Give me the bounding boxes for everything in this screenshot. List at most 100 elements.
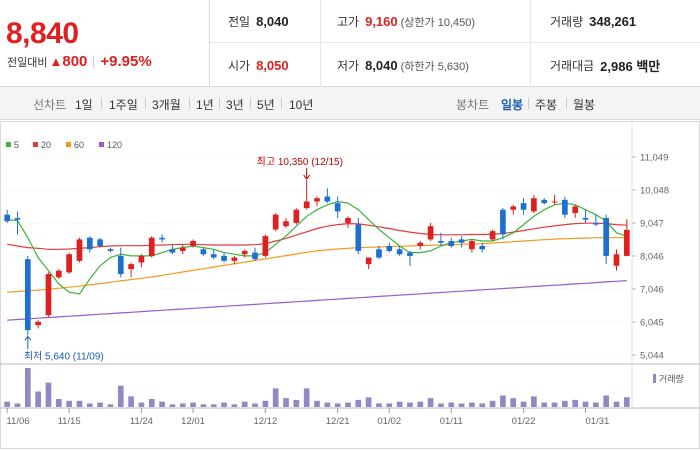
candle-daily-button[interactable]: 일봉 [501,98,524,112]
volume-bar [551,402,558,407]
candle-body [541,199,548,204]
candle-body [210,254,217,258]
volume-bar [66,400,72,407]
volume-bar [562,400,568,407]
candle-body [531,198,537,212]
ma5-line [7,200,627,295]
amount-label: 거래대금 [550,59,595,73]
volume-bar [262,400,269,407]
quote-panel: 8,840 전일대비 ▲ 800 +9.95% 전일 8,040 고가 9,16… [0,0,700,87]
candle-body [510,206,517,210]
volume-bar [541,402,548,407]
x-tick-label: 01/31 [586,416,610,427]
volume-bar [520,401,527,407]
open-value: 8,050 [256,58,289,73]
candle-body [355,224,362,251]
up-triangle-icon: ▲ [49,54,63,69]
volume-bar [489,400,496,407]
candle-monthly-button[interactable]: 월봉 [573,98,596,112]
legend-label-60: 60 [74,140,84,150]
x-tick-label: 12/12 [253,416,277,427]
divider [528,98,529,109]
candle-body [283,221,289,227]
y-tick-label: 10,048 [640,186,669,197]
divider [93,55,95,68]
high-arrow-head [303,174,311,180]
volume-bar [355,399,362,407]
chart-toolbar: 선차트 1일 1주일 3개월 1년 3년 5년 10년 봉차트 일봉 주봉 월봉 [0,87,700,120]
candle-body [334,203,341,212]
volume-bar [500,395,506,407]
candle-body [386,245,393,251]
volume-bar [86,403,93,407]
period-1y-button[interactable]: 1년 [196,98,214,112]
candle-body [148,237,155,256]
candle-body [479,245,486,250]
period-5y-button[interactable]: 5년 [257,98,275,112]
stock-chart[interactable]: 5 20 60 120 11,049 10,048 9,047 8,046 7,046 6,045… [0,121,700,450]
volume-bar [14,403,21,407]
volume-bar [241,401,248,407]
volume-bar [272,388,279,407]
candle-body [97,239,103,246]
volume-bar [128,396,134,407]
candle-body [55,270,62,278]
legend-swatch-120 [99,142,104,147]
candle-weekly-button[interactable]: 주봉 [535,98,558,112]
volume-bar [582,401,589,407]
period-1d-button[interactable]: 1일 [75,98,93,112]
low-value: 8,040 [365,58,398,73]
ma60-line [7,237,627,293]
chart-svg: 5 20 60 120 11,049 10,048 9,047 8,046 7,046 6,045… [0,121,700,449]
candle-body [35,321,41,326]
candle-body [551,201,558,203]
divider [101,98,102,109]
period-3m-button[interactable]: 3개월 [152,98,181,112]
line-chart-label: 선차트 [33,98,67,112]
candle-body [200,249,207,255]
divider [189,98,190,109]
high-label: 고가 [337,15,360,29]
candle-body [520,203,527,210]
candle-body [4,214,11,222]
volume-bar [314,400,320,407]
legend-swatch-5 [6,142,11,147]
candle-body [159,237,165,240]
x-tick-label: 12/01 [181,416,205,427]
volume-bar [407,402,413,407]
candle-body [303,201,310,209]
period-1w-button[interactable]: 1주일 [109,98,138,112]
low-label: 저가 [337,59,360,73]
amount-value: 2,986 백만 [600,59,661,74]
low-annotation: 최저 5,640 (11/09) [24,350,104,362]
candle-body [169,249,176,253]
candle-body [24,259,31,331]
volume-bar [324,402,331,407]
current-price: 8,840 [6,17,79,50]
candle-body [241,250,248,255]
volume-label: 거래량 [550,15,584,29]
volume-bar [458,403,465,407]
prev-close-value: 8,040 [256,14,289,29]
change-label: 전일대비 [7,56,48,69]
candle-body [572,206,579,214]
candle-body [252,252,258,260]
x-tick-label: 01/02 [377,416,401,427]
candle-body [128,264,134,270]
period-3y-button[interactable]: 3년 [226,98,244,112]
volume-bar [376,403,382,407]
volume-bar [179,403,186,407]
divider [250,98,251,109]
prev-close: 전일 8,040 [228,0,289,43]
volume-bar [283,398,289,407]
candle-body [417,242,424,246]
volume-bar [148,399,155,407]
y-tick-label: 11,049 [640,153,668,164]
candle-body [448,241,455,246]
candle-body [365,257,372,265]
period-10y-button[interactable]: 10년 [289,98,314,112]
high-value: 9,160 [365,14,398,29]
volume-bar [334,403,341,407]
volume-bar [479,403,486,407]
legend-swatch-60 [66,142,71,147]
